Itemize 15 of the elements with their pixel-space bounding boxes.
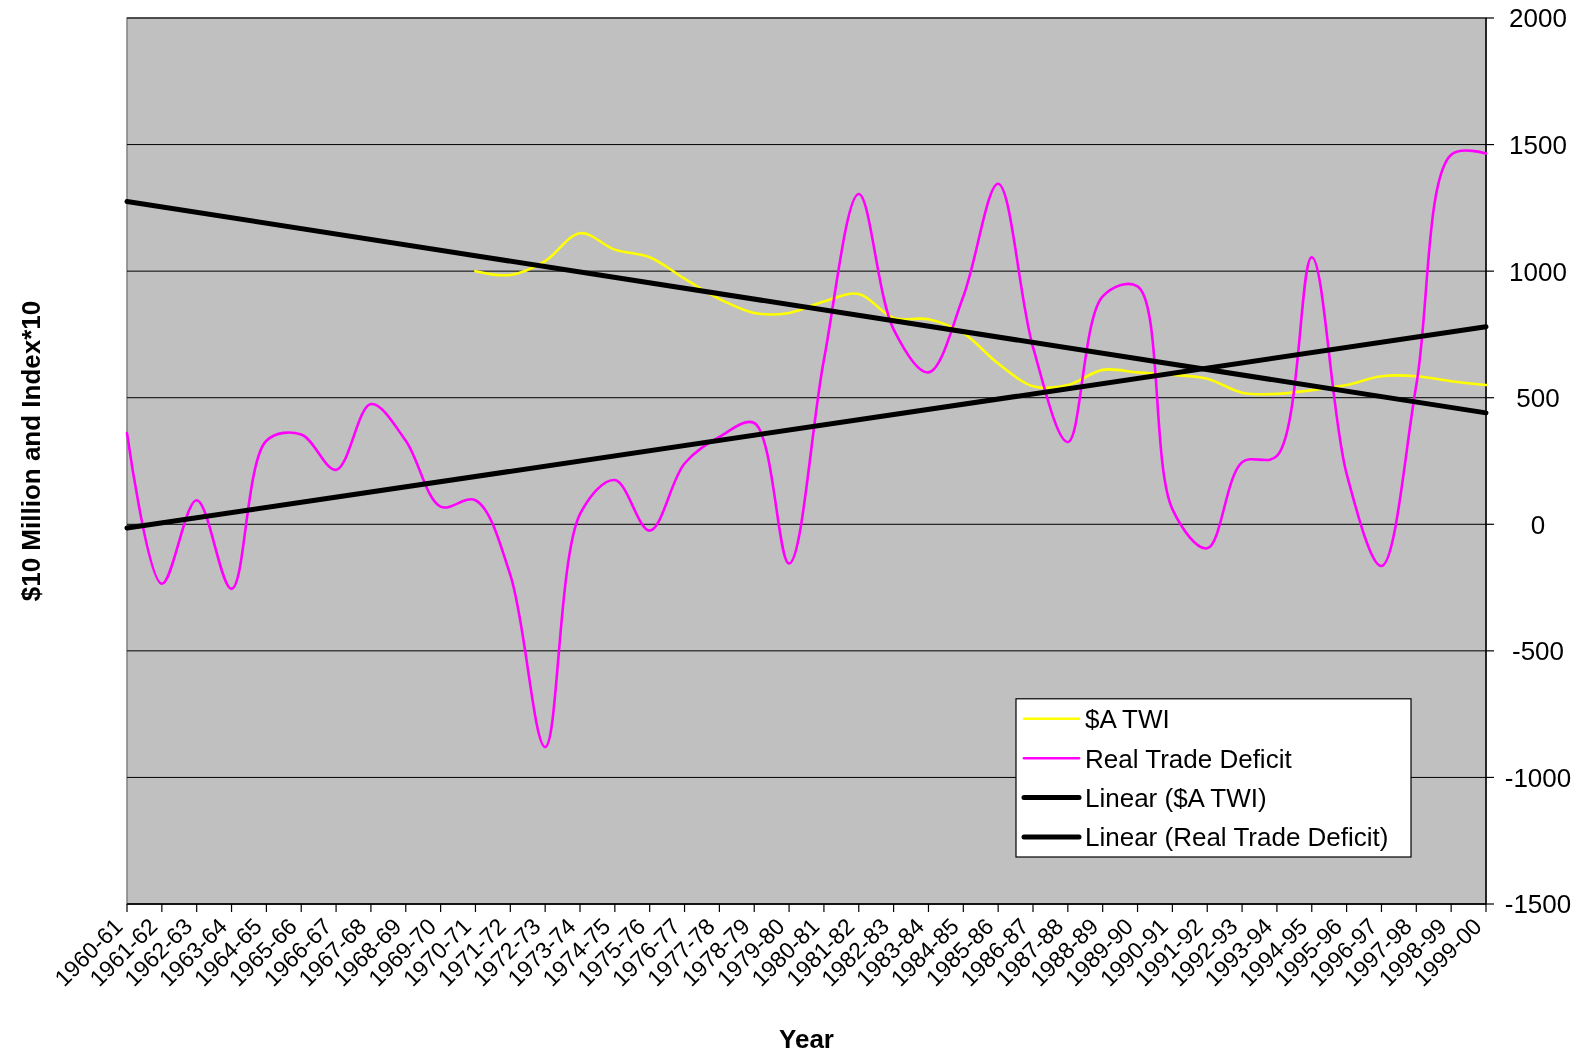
y-tick-label: 0	[1530, 509, 1546, 540]
legend-label: Linear (Real Trade Deficit)	[1085, 822, 1389, 853]
y-axis-title: $10 Million and Index*10	[16, 300, 46, 602]
y-tick-label: 1500	[1509, 129, 1567, 160]
y-tick-label: 1000	[1509, 256, 1567, 287]
legend-label: $A TWI	[1085, 704, 1170, 735]
y-tick-label: -1500	[1504, 889, 1572, 920]
x-axis-title: Year	[779, 1024, 834, 1054]
legend-label: Real Trade Deficit	[1085, 743, 1293, 774]
line-series	[474, 231, 1488, 396]
y-tick-label: 2000	[1509, 3, 1567, 34]
y-tick-label: -500	[1511, 636, 1565, 667]
y-tick-label: 500	[1516, 383, 1560, 414]
legend-label: Linear ($A TWI)	[1085, 782, 1267, 813]
y-tick-label: -1000	[1504, 762, 1572, 793]
